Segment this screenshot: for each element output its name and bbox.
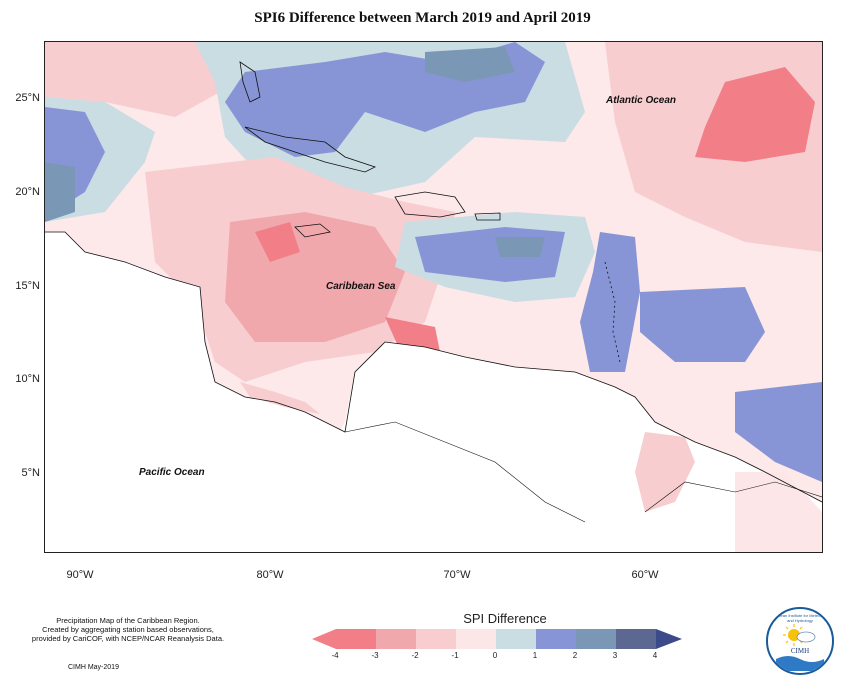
map-notes: Precipitation Map of the Caribbean Regio… [18, 616, 238, 643]
spi-zone-blue-lesser-antilles [580, 232, 640, 372]
note-line-1: Precipitation Map of the Caribbean Regio… [56, 616, 200, 625]
caribbean-sea-label: Caribbean Sea [326, 281, 396, 292]
legend-swatch-4 [456, 629, 496, 649]
south-america-land [325, 342, 822, 552]
spi-zone-red-jamaica [255, 222, 300, 262]
central-america-land [45, 232, 345, 552]
legend-tick: 3 [612, 651, 618, 660]
map-title: SPI6 Difference between March 2019 and A… [254, 10, 591, 26]
spi-zone-dark-blue-east-caribbean [495, 237, 545, 257]
spi-zone-light-red-panama [240, 382, 320, 414]
legend-swatch-8 [616, 629, 656, 649]
legend-swatch-5 [496, 629, 536, 649]
spi-zone-near-zero-guianas [735, 472, 822, 552]
legend-swatch-2 [376, 629, 416, 649]
credit-label: CIMH May-2019 [68, 664, 119, 671]
lesser-antilles-outline [604, 261, 621, 363]
spi-map [45, 42, 822, 552]
pacific-ocean-label: Pacific Ocean [139, 467, 205, 478]
lon-label-90w: 90°W [66, 569, 94, 581]
logo-name: CIMH [790, 647, 810, 655]
lat-label-5n: 5°N [21, 467, 40, 479]
legend-tick: -4 [331, 651, 339, 660]
note-line-3: provided by CariCOF, with NCEP/NCAR Rean… [31, 634, 225, 643]
lat-label-20n: 20°N [15, 186, 40, 198]
lat-label-15n: 15°N [15, 280, 40, 292]
legend-tick: 2 [572, 651, 578, 660]
lat-label-10n: 10°N [15, 373, 40, 385]
lon-label-80w: 80°W [256, 569, 284, 581]
legend-tick: 4 [652, 651, 658, 660]
map-panel[interactable] [44, 41, 823, 553]
sun-cloud-icon [776, 624, 824, 671]
spi-zone-dark-blue-bahamas [425, 47, 515, 82]
logo-ring-text: Caribbean Institute for Meteorology and … [768, 613, 832, 623]
lon-label-70w: 70°W [443, 569, 471, 581]
legend-tick: -3 [371, 651, 379, 660]
lon-label-60w: 60°W [631, 569, 659, 581]
spi-zone-light-red-nw [45, 42, 225, 117]
jamaica-outline [294, 223, 331, 238]
legend-arrow-right [656, 629, 682, 649]
spi-zone-medium-red-caribbean [225, 212, 405, 342]
legend-tick: -1 [451, 651, 459, 660]
legend-swatch-7 [576, 629, 616, 649]
colombia-venezuela-border [344, 421, 586, 523]
legend-colorbar [312, 629, 682, 649]
mainland-coastline [45, 231, 822, 503]
legend-arrow-left [312, 629, 336, 649]
legend-swatch-3 [416, 629, 456, 649]
cuba-outline [244, 126, 377, 173]
puerto-rico-outline [474, 212, 501, 221]
spi-zone-blue-east-atlantic [640, 287, 765, 362]
hispaniola-outline [394, 191, 466, 218]
legend-tick: -2 [411, 651, 419, 660]
cimh-logo: Caribbean Institute for Meteorology and … [766, 607, 834, 675]
atlantic-ocean-label: Atlantic Ocean [606, 95, 677, 106]
spi-zone-blue-guianas [735, 382, 822, 482]
spi-zone-light-red-venezuela-east [635, 432, 695, 512]
legend-swatch-6 [536, 629, 576, 649]
note-line-2: Created by aggregating station based obs… [42, 625, 214, 634]
florida-outline [239, 61, 261, 103]
spi-zone-dark-blue-gulf [45, 162, 75, 222]
lat-label-25n: 25°N [15, 92, 40, 104]
legend-title: SPI Difference [463, 611, 547, 626]
legend-swatch-1 [336, 629, 376, 649]
spi-zone-red-atlantic [695, 67, 815, 162]
legend-tick: 1 [532, 651, 538, 660]
guianas-borders [644, 481, 822, 513]
legend-tick: 0 [492, 651, 498, 660]
